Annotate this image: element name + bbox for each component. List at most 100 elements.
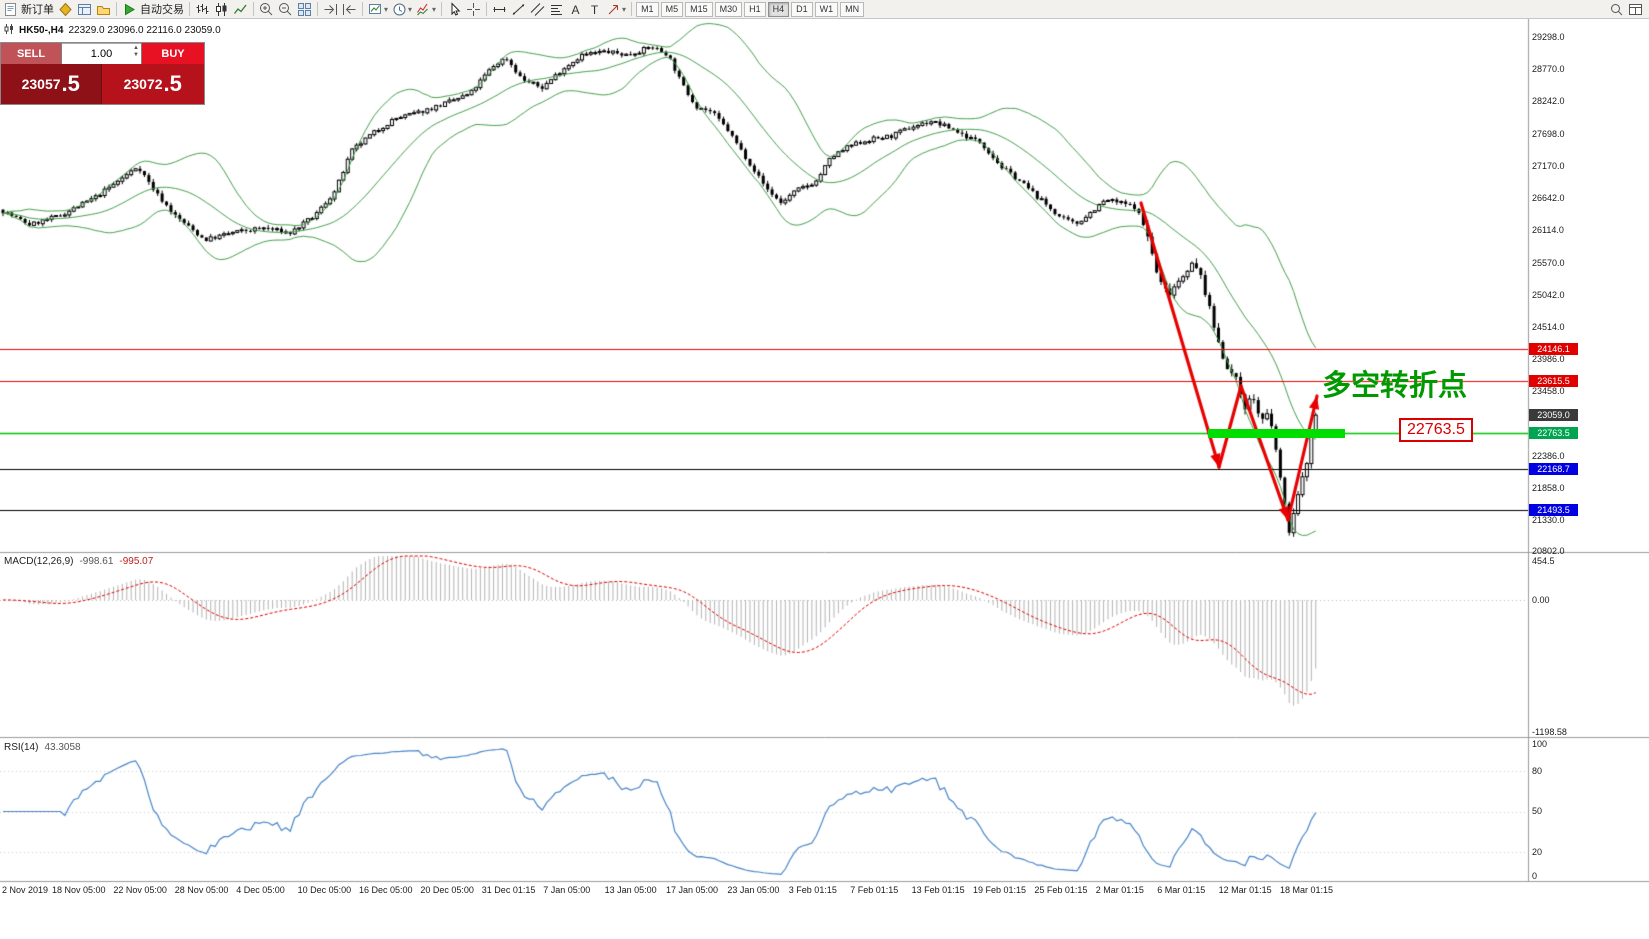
text-label-icon[interactable]: T (585, 1, 604, 18)
market-watch-icon (58, 2, 73, 17)
zoom-in-icon[interactable] (257, 1, 276, 18)
timeframe-button-m15[interactable]: M15 (685, 1, 713, 17)
time-axis-label: 10 Dec 05:00 (297, 885, 352, 895)
arrows-button[interactable]: ▾ (604, 1, 628, 18)
crosshair-icon[interactable] (464, 1, 483, 18)
dropdown-arrow-icon[interactable]: ▾ (432, 4, 437, 14)
trendline-icon[interactable] (509, 1, 528, 18)
bar-chart-icon (195, 2, 210, 17)
zoom-in-icon (259, 2, 274, 17)
sell-price-frac: .5 (61, 71, 80, 96)
periods-icon (392, 2, 407, 17)
indicators-button[interactable]: ▾ (414, 1, 438, 18)
time-axis-label: 16 Dec 05:00 (359, 885, 413, 895)
zoom-out-icon[interactable] (276, 1, 295, 18)
timeframe-button-d1[interactable]: D1 (791, 1, 813, 17)
symbol-ohlc-values: 22329.0 23096.0 22116.0 23059.0 (68, 25, 221, 36)
time-axis-label: 4 Dec 05:00 (236, 885, 285, 895)
volume-stepper[interactable]: ▲ ▼ (133, 45, 139, 59)
bar-chart-icon[interactable] (193, 1, 212, 18)
search-icon[interactable] (1607, 1, 1626, 18)
new-order-button[interactable]: 新订单 (1, 1, 56, 18)
dropdown-arrow-icon[interactable]: ▾ (384, 4, 389, 14)
auto-scroll-icon[interactable] (321, 1, 340, 18)
timeframe-button-m30[interactable]: M30 (714, 1, 743, 17)
price-axis-label: 27698.0 (1532, 129, 1565, 140)
time-axis-label: 23 Jan 05:00 (727, 885, 780, 895)
time-axis-label: 6 Mar 01:15 (1157, 885, 1206, 895)
periods-button[interactable]: ▾ (390, 1, 414, 18)
cursor-icon (447, 1, 462, 17)
svg-text:T: T (591, 3, 599, 17)
buy-price-frac: .5 (163, 71, 182, 96)
autotrading-button[interactable]: 自动交易 (120, 1, 186, 18)
autotrading-button-label: 自动交易 (140, 4, 184, 16)
new-order-button-label: 新订单 (21, 4, 54, 16)
time-axis-label: 7 Feb 01:15 (850, 885, 899, 895)
chart-shift-icon[interactable] (340, 1, 359, 18)
channel-icon[interactable] (528, 1, 547, 18)
macd-axis-label: 454.5 (1532, 556, 1555, 566)
price-callout-label[interactable]: 22763.5 (1399, 418, 1473, 442)
cursor-icon[interactable] (445, 1, 464, 18)
text-icon[interactable]: A (566, 1, 585, 18)
new-chart-icon (368, 2, 383, 17)
new-chart-button[interactable]: ▾ (366, 1, 390, 18)
volume-input[interactable]: 1.00 ▲ ▼ (62, 43, 141, 64)
timeframe-button-mn[interactable]: MN (840, 1, 865, 17)
buy-button[interactable]: BUY (141, 43, 204, 64)
data-window-icon[interactable] (75, 1, 94, 18)
buy-price[interactable]: 23072 .5 (101, 64, 204, 104)
symbol-chart-icon (4, 24, 14, 37)
time-axis-label: 20 Dec 05:00 (420, 885, 474, 895)
timeframe-button-m1[interactable]: M1 (636, 1, 659, 17)
toolbar-separator (362, 2, 363, 16)
fibonacci-icon[interactable] (547, 1, 566, 18)
text-label-icon: T (587, 2, 602, 17)
tile-windows-icon (297, 2, 312, 17)
timeframe-button-m5[interactable]: M5 (660, 1, 684, 17)
horizontal-line-icon (492, 2, 507, 17)
toolbar: 新订单 自动交易 ▾ ▾ ▾ A T ▾ M1 M5 M15 M30 H1 H4 D1 W1 MN (0, 0, 1649, 19)
support-highlight-band[interactable] (1208, 428, 1345, 438)
timeframe-button-h4[interactable]: H4 (767, 1, 790, 17)
line-chart-icon[interactable] (231, 1, 250, 18)
candlestick-chart-icon[interactable] (212, 1, 231, 18)
dropdown-arrow-icon[interactable]: ▾ (408, 4, 413, 14)
price-axis-label: 21858.0 (1532, 482, 1565, 493)
time-axis-label: 18 Nov 05:00 (52, 885, 106, 895)
trendline-icon (511, 2, 526, 17)
sell-button[interactable]: SELL (1, 43, 62, 64)
price-axis-label: 23986.0 (1532, 354, 1565, 364)
toolbar-separator (189, 2, 190, 16)
toolbar-separator (486, 2, 488, 16)
toolbar-separator (441, 2, 443, 16)
horizontal-line-icon[interactable] (490, 1, 509, 18)
price-axis-label: 28242.0 (1532, 96, 1565, 107)
market-watch-icon[interactable] (56, 1, 75, 18)
timeframe-button-h1[interactable]: H1 (744, 1, 766, 17)
indicators-icon (416, 2, 431, 17)
toolbar-separator (116, 2, 117, 16)
price-tag: 23615.5 (1529, 375, 1578, 388)
price-axis-label: 22386.0 (1532, 450, 1565, 461)
dropdown-arrow-icon[interactable]: ▾ (622, 4, 627, 14)
sell-price[interactable]: 23057 .5 (1, 64, 102, 104)
time-axis-label: 25 Feb 01:15 (1034, 885, 1088, 895)
stepper-down-icon[interactable]: ▼ (133, 52, 139, 58)
layout-icon[interactable] (1626, 1, 1645, 18)
timeframe-button-w1[interactable]: W1 (814, 1, 839, 17)
rsi-axis-label: 0 (1532, 871, 1538, 881)
stepper-up-icon[interactable]: ▲ (133, 45, 139, 51)
price-tag: 22168.7 (1529, 463, 1578, 476)
tile-windows-icon[interactable] (295, 1, 314, 18)
price-axis-label: 28770.0 (1532, 64, 1565, 75)
price-axis-label: 21330.0 (1532, 514, 1565, 525)
auto-scroll-icon (323, 2, 338, 17)
price-tag: 24146.1 (1529, 343, 1578, 356)
turning-point-annotation[interactable]: 多空转折点 (1322, 370, 1468, 402)
macd-axis-label: 0.00 (1532, 595, 1550, 605)
time-axis-label: 2 Mar 01:15 (1095, 885, 1144, 895)
navigator-icon[interactable] (94, 1, 113, 18)
